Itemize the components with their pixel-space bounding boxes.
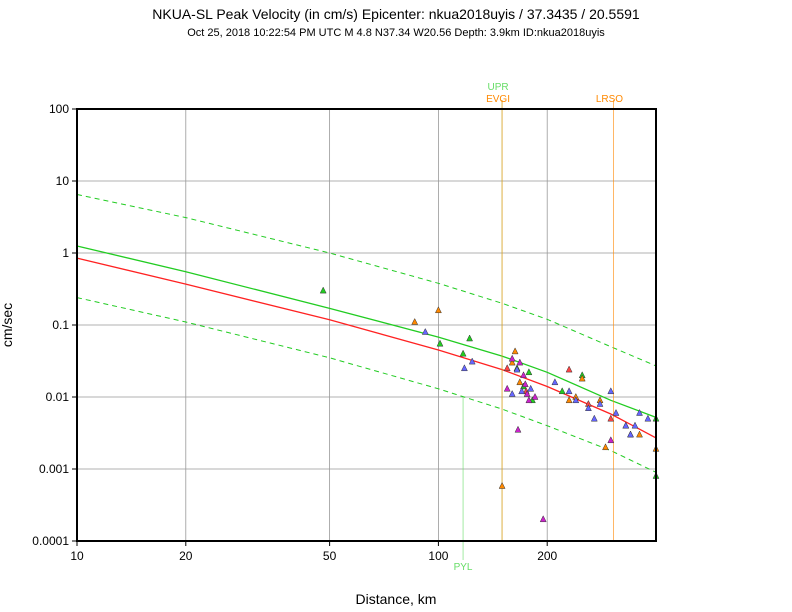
y-tick-label: 0.1 <box>52 318 69 332</box>
chart-title: NKUA-SL Peak Velocity (in cm/s) Epicente… <box>152 6 640 22</box>
x-tick-label: 200 <box>537 549 557 563</box>
data-point <box>572 396 580 404</box>
data-point <box>521 380 529 388</box>
y-axis-ticks: 0.0001 0.001 0.01 0.1 1 10 100 <box>32 102 77 548</box>
x-axis-ticks: 10 20 50 100 200 <box>70 541 558 563</box>
station-marker-label: UPR <box>487 82 508 93</box>
data-point <box>565 396 573 404</box>
data-point <box>565 365 573 373</box>
data-point <box>578 374 586 382</box>
data-point <box>511 347 519 355</box>
chart-subtitle: Oct 25, 2018 10:22:54 PM UTC M 4.8 N37.3… <box>187 27 605 39</box>
data-point <box>644 414 652 422</box>
data-point <box>411 317 419 325</box>
y-tick-label: 0.0001 <box>32 534 69 548</box>
data-point <box>565 387 573 395</box>
station-points <box>319 286 660 523</box>
x-tick-label: 50 <box>323 549 337 563</box>
data-point <box>631 421 639 429</box>
data-point <box>498 481 506 489</box>
data-point <box>584 404 592 411</box>
x-tick-label: 100 <box>428 549 448 563</box>
y-tick-label: 0.01 <box>46 390 70 404</box>
data-point <box>607 414 615 422</box>
y-tick-label: 1 <box>62 246 69 260</box>
data-point <box>513 365 521 373</box>
data-point <box>596 399 604 407</box>
data-point <box>503 384 511 392</box>
data-point <box>525 368 533 376</box>
data-point <box>527 384 535 392</box>
station-marker-label: PYL <box>454 562 473 573</box>
station-marker-label: EVGI <box>486 94 510 105</box>
data-point <box>539 515 547 523</box>
data-point <box>508 354 516 362</box>
data-point <box>514 425 522 433</box>
data-point <box>503 364 511 372</box>
data-point <box>627 430 634 438</box>
data-point <box>558 387 566 395</box>
data-point <box>516 358 524 366</box>
data-point <box>525 396 533 404</box>
grid <box>77 109 656 541</box>
data-point <box>459 349 467 357</box>
data-point <box>523 389 531 397</box>
x-tick-label: 20 <box>179 549 193 563</box>
data-point <box>520 371 527 379</box>
data-point <box>421 327 429 335</box>
x-tick-label: 10 <box>70 549 84 563</box>
data-point <box>636 408 643 416</box>
y-tick-label: 10 <box>56 174 70 188</box>
data-point <box>516 378 524 386</box>
data-point <box>612 408 620 416</box>
y-axis-label: cm/sec <box>0 303 15 347</box>
data-point <box>602 443 609 451</box>
data-point <box>607 436 615 444</box>
station-marker-label: LRSO <box>596 94 623 105</box>
data-point <box>531 392 539 400</box>
model-curve <box>76 257 657 439</box>
x-axis-label: Distance, km <box>356 591 437 607</box>
model-curve <box>76 245 657 419</box>
data-point <box>590 414 598 422</box>
data-point <box>551 378 559 386</box>
data-point <box>508 389 516 397</box>
model-curves <box>76 194 657 473</box>
data-point <box>636 430 643 438</box>
data-point <box>518 387 526 395</box>
data-point <box>436 339 444 347</box>
data-point <box>468 357 476 365</box>
data-point <box>460 364 468 372</box>
data-point <box>508 358 516 366</box>
data-point <box>622 421 630 429</box>
y-tick-label: 0.001 <box>39 462 69 476</box>
confidence-curve <box>76 297 657 473</box>
y-tick-label: 100 <box>49 102 69 116</box>
data-point <box>607 387 615 395</box>
data-point <box>434 306 442 314</box>
data-point <box>466 334 474 342</box>
data-point <box>319 286 327 294</box>
confidence-curve <box>76 194 657 367</box>
